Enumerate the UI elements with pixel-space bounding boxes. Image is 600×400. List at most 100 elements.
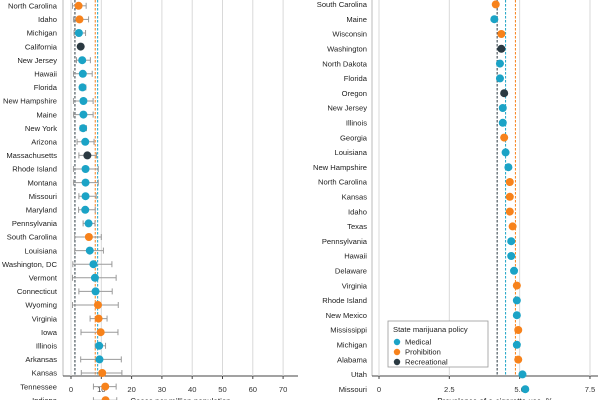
state-label: Virginia <box>342 281 368 290</box>
data-point <box>79 124 88 133</box>
legend: State marijuana policy MedicalProhibition… <box>387 320 489 368</box>
data-point <box>90 273 99 282</box>
data-point <box>81 192 90 201</box>
data-point <box>81 178 90 187</box>
data-point <box>95 341 104 350</box>
tick-label: 0 <box>377 385 381 394</box>
state-label: North Carolina <box>8 2 58 11</box>
data-point <box>74 29 83 37</box>
state-label: Maine <box>36 110 57 119</box>
state-label: Oregon <box>342 89 367 98</box>
state-label: New York <box>25 124 57 133</box>
state-label: Michigan <box>337 341 367 350</box>
state-label: Pennsylvania <box>12 219 58 228</box>
data-point <box>508 222 517 231</box>
data-point <box>94 314 103 323</box>
data-point <box>514 355 523 364</box>
data-point <box>512 340 521 349</box>
data-point <box>84 233 93 241</box>
state-label: Vermont <box>29 274 58 283</box>
state-label: California <box>25 42 58 51</box>
legend-box <box>387 320 489 368</box>
data-point <box>498 104 507 112</box>
data-point <box>510 266 519 275</box>
state-label: Delaware <box>335 267 367 276</box>
data-point <box>78 83 87 92</box>
state-label: New Jersey <box>327 104 367 113</box>
x-axis-title: Cases per million population <box>130 397 231 400</box>
state-label: Idaho <box>348 207 367 216</box>
data-point <box>504 163 513 172</box>
state-label: Indiana <box>32 396 58 400</box>
data-point <box>79 97 88 105</box>
state-label: Mississippi <box>330 326 367 335</box>
x-axis-title: Prevalence of e-cigarette use, % <box>437 397 553 400</box>
data-point <box>85 246 94 255</box>
data-point <box>512 296 521 305</box>
state-label: Florida <box>34 83 58 92</box>
state-label: Tennessee <box>20 382 57 391</box>
state-label: Illinois <box>36 342 57 351</box>
tick-label: 2.5 <box>444 385 455 394</box>
tick-label: 0 <box>69 385 73 394</box>
state-label: Washington, DC <box>2 260 58 269</box>
data-point <box>98 369 107 377</box>
data-point <box>93 301 102 309</box>
state-label: Kansas <box>32 369 58 378</box>
data-point <box>81 165 90 173</box>
panel-ecig: 0 2.5 5.0 7.5 Prevalence of e-cigarette use,… <box>313 0 598 400</box>
state-label: Rhode Island <box>322 296 367 305</box>
state-label: Louisiana <box>24 246 57 255</box>
data-point <box>507 237 516 246</box>
data-point <box>74 1 83 10</box>
state-label: Idaho <box>38 15 57 24</box>
data-point <box>501 148 510 157</box>
data-point <box>512 281 521 290</box>
data-point <box>495 59 504 68</box>
state-label: Maryland <box>26 206 57 215</box>
state-label: Iowa <box>41 328 58 337</box>
state-label: Michigan <box>27 29 57 38</box>
state-label: Missouri <box>29 192 58 201</box>
legend-title: State marijuana policy <box>393 325 468 334</box>
state-label: Arkansas <box>25 355 57 364</box>
tick-label: 30 <box>158 385 166 394</box>
data-point <box>498 118 507 127</box>
legend-marker-medical <box>393 338 401 346</box>
data-point <box>497 44 506 53</box>
state-label: Georgia <box>340 133 368 142</box>
state-label: North Dakota <box>322 59 368 68</box>
state-label: South Carolina <box>7 233 58 242</box>
data-point <box>78 69 87 78</box>
state-label: New Mexico <box>326 311 367 320</box>
tick-label: 60 <box>249 385 257 394</box>
data-point <box>83 151 92 160</box>
legend-label-prohibition: Prohibition <box>405 348 441 357</box>
tick-label: 5.0 <box>514 385 525 394</box>
legend-label-recreational: Recreational <box>405 358 448 367</box>
state-label: Pennsylvania <box>322 237 368 246</box>
state-label: Florida <box>344 74 368 83</box>
state-label: Kansas <box>342 193 368 202</box>
data-point <box>497 30 506 38</box>
state-label: Utah <box>351 370 367 379</box>
data-point <box>96 328 105 337</box>
state-label: Massachusetts <box>6 151 57 160</box>
tick-label: 7.5 <box>585 385 596 394</box>
tick-label: 10 <box>97 385 105 394</box>
data-point <box>76 42 85 51</box>
state-label: Alabama <box>337 355 368 364</box>
state-label: Wyoming <box>25 301 57 310</box>
data-point <box>89 260 98 269</box>
data-point <box>500 133 509 142</box>
state-label: Missouri <box>339 385 368 394</box>
panel-cases: 0 10 20 30 40 50 60 70 Cases per million populat… <box>2 0 298 400</box>
state-label: Virginia <box>32 314 58 323</box>
state-label: Louisiana <box>334 148 367 157</box>
data-point <box>84 219 93 228</box>
data-point <box>75 15 84 24</box>
tick-label: 40 <box>188 385 196 394</box>
data-point <box>491 0 500 9</box>
data-point <box>81 205 90 214</box>
